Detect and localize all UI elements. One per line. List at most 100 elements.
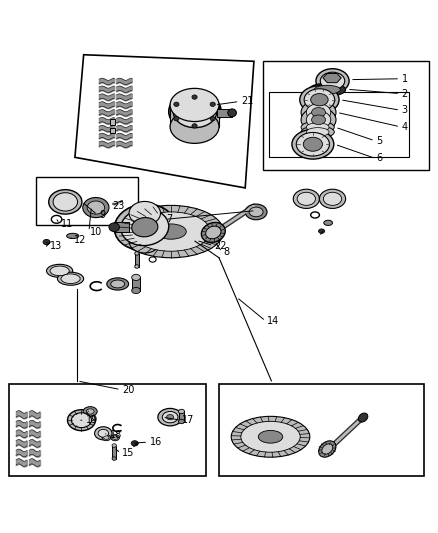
Text: 10: 10	[90, 227, 102, 237]
Ellipse shape	[301, 126, 334, 138]
Ellipse shape	[249, 207, 263, 217]
Ellipse shape	[178, 409, 184, 414]
Ellipse shape	[95, 427, 112, 440]
Ellipse shape	[320, 72, 345, 90]
Polygon shape	[217, 109, 232, 117]
Ellipse shape	[306, 111, 331, 128]
Ellipse shape	[311, 115, 325, 125]
Ellipse shape	[303, 138, 322, 151]
Ellipse shape	[162, 411, 178, 423]
Ellipse shape	[166, 415, 173, 420]
Ellipse shape	[57, 272, 84, 285]
Ellipse shape	[107, 278, 129, 290]
Ellipse shape	[174, 102, 179, 107]
Ellipse shape	[319, 189, 346, 208]
Ellipse shape	[296, 133, 329, 156]
Ellipse shape	[87, 201, 105, 214]
Ellipse shape	[210, 102, 215, 107]
Ellipse shape	[358, 413, 368, 422]
Text: 15: 15	[122, 448, 134, 458]
Ellipse shape	[86, 409, 94, 414]
Ellipse shape	[206, 226, 221, 239]
Ellipse shape	[201, 222, 225, 243]
Ellipse shape	[129, 229, 160, 253]
Bar	[263, 61, 428, 171]
Ellipse shape	[43, 239, 50, 245]
Ellipse shape	[210, 117, 215, 121]
Text: 9: 9	[99, 210, 105, 220]
Ellipse shape	[131, 441, 138, 446]
Ellipse shape	[50, 266, 69, 276]
Ellipse shape	[114, 204, 175, 251]
Polygon shape	[179, 411, 184, 422]
Text: 23: 23	[112, 201, 124, 211]
Ellipse shape	[132, 287, 141, 294]
Ellipse shape	[113, 436, 118, 439]
Ellipse shape	[112, 444, 117, 447]
Bar	[110, 119, 115, 125]
Text: 2: 2	[402, 88, 408, 99]
Polygon shape	[113, 446, 116, 458]
Ellipse shape	[318, 229, 325, 233]
Ellipse shape	[323, 192, 342, 205]
Ellipse shape	[132, 212, 210, 251]
Ellipse shape	[135, 265, 139, 268]
Ellipse shape	[67, 410, 95, 431]
Ellipse shape	[301, 100, 336, 125]
Text: 3: 3	[402, 105, 408, 115]
Ellipse shape	[258, 431, 283, 443]
Ellipse shape	[319, 441, 336, 457]
Ellipse shape	[109, 223, 120, 231]
Ellipse shape	[102, 434, 111, 441]
Ellipse shape	[104, 436, 109, 439]
Polygon shape	[130, 213, 160, 241]
Ellipse shape	[293, 189, 319, 208]
Text: 21: 21	[241, 96, 253, 107]
Text: 1: 1	[402, 74, 408, 84]
Polygon shape	[323, 74, 341, 83]
Ellipse shape	[292, 130, 334, 159]
Ellipse shape	[245, 204, 267, 220]
Text: 5: 5	[376, 136, 382, 146]
Ellipse shape	[49, 190, 82, 214]
Ellipse shape	[178, 419, 184, 424]
Bar	[269, 92, 409, 157]
Text: 11: 11	[61, 219, 73, 229]
Ellipse shape	[170, 110, 219, 143]
Ellipse shape	[316, 69, 349, 93]
Ellipse shape	[112, 457, 117, 461]
Ellipse shape	[53, 193, 78, 211]
Ellipse shape	[297, 192, 315, 205]
Ellipse shape	[306, 123, 329, 132]
Ellipse shape	[231, 416, 310, 457]
Ellipse shape	[324, 220, 332, 225]
Polygon shape	[132, 277, 141, 290]
Ellipse shape	[71, 413, 92, 427]
Ellipse shape	[306, 128, 329, 136]
Polygon shape	[170, 105, 219, 127]
Bar	[10, 384, 206, 476]
Ellipse shape	[311, 94, 328, 106]
Ellipse shape	[83, 198, 109, 217]
Text: 14: 14	[267, 316, 279, 326]
Ellipse shape	[132, 274, 141, 280]
Ellipse shape	[170, 88, 219, 122]
Text: 6: 6	[376, 153, 382, 163]
Bar	[110, 128, 115, 133]
Ellipse shape	[83, 407, 97, 416]
Text: 8: 8	[223, 247, 230, 257]
Text: 17: 17	[182, 415, 195, 425]
Text: 20: 20	[122, 385, 134, 394]
Text: 18: 18	[110, 430, 122, 440]
Text: 22: 22	[215, 240, 227, 251]
Text: 12: 12	[74, 235, 86, 245]
Ellipse shape	[111, 434, 120, 441]
Ellipse shape	[174, 117, 179, 121]
Bar	[219, 384, 424, 476]
Text: 16: 16	[150, 437, 162, 447]
Ellipse shape	[129, 201, 160, 225]
Ellipse shape	[228, 109, 237, 117]
Ellipse shape	[304, 89, 335, 111]
Ellipse shape	[314, 85, 340, 94]
Ellipse shape	[241, 422, 300, 452]
